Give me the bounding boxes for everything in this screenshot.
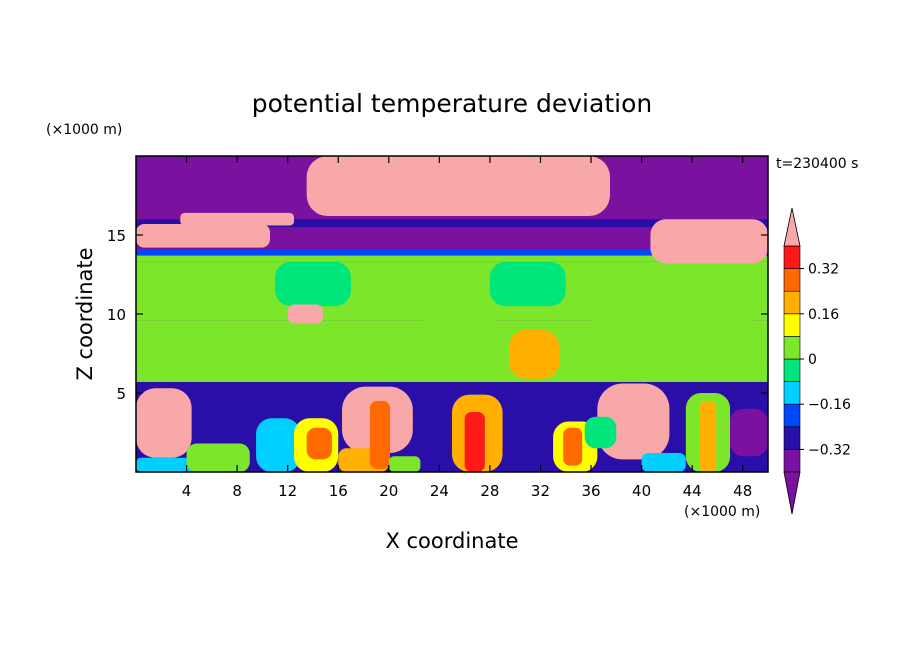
x-tick-label: 44 bbox=[683, 482, 702, 500]
field-region-11 bbox=[180, 212, 294, 226]
field-band-3 bbox=[136, 261, 768, 321]
field-region-30 bbox=[641, 453, 686, 472]
x-tick-label: 20 bbox=[379, 482, 398, 500]
y-axis-title: Z coordinate bbox=[73, 247, 97, 380]
colorbar-segment bbox=[783, 358, 801, 382]
field-region-8 bbox=[136, 223, 270, 248]
colorbar-segment bbox=[783, 403, 801, 428]
field-region-22 bbox=[388, 456, 421, 472]
colorbar-segment bbox=[783, 336, 801, 360]
colorbar-label: 0.16 bbox=[808, 307, 839, 323]
field-region-29 bbox=[699, 400, 717, 472]
colorbar-label: −0.32 bbox=[808, 442, 851, 458]
field-region-9 bbox=[650, 219, 768, 264]
colorbar-under-triangle bbox=[783, 471, 801, 515]
x-tick-label: 12 bbox=[278, 482, 297, 500]
x-axis: 4 8 12 16 20 24 28 32 36 40 44 48 bbox=[182, 156, 752, 500]
colorbar-segment bbox=[783, 381, 801, 405]
field-region-10 bbox=[306, 156, 610, 217]
x-tick-label: 48 bbox=[733, 482, 752, 500]
y-axis: 5 10 15 bbox=[107, 227, 768, 403]
colorbar-segment bbox=[783, 290, 801, 315]
field-region-17 bbox=[256, 418, 301, 472]
field-region-19 bbox=[306, 427, 332, 460]
colorbar-segment bbox=[783, 426, 801, 450]
x-tick-label: 4 bbox=[182, 482, 192, 500]
y-axis-unit: (×1000 m) bbox=[46, 122, 122, 138]
colorbar-segment bbox=[783, 449, 801, 473]
x-tick-label: 24 bbox=[430, 482, 449, 500]
x-tick-label: 40 bbox=[632, 482, 651, 500]
contour-field bbox=[136, 156, 768, 472]
field-band-7 bbox=[136, 219, 768, 228]
colorbar-label: 0.32 bbox=[808, 262, 839, 278]
field-region-26 bbox=[563, 427, 583, 466]
colorbar-segment bbox=[783, 313, 801, 337]
colorbar: 0.32 0.16 0 −0.16 −0.32 bbox=[783, 207, 851, 515]
y-tick-label: 5 bbox=[116, 385, 126, 403]
x-axis-unit: (×1000 m) bbox=[684, 504, 760, 520]
x-tick-label: 16 bbox=[329, 482, 348, 500]
x-tick-label: 28 bbox=[480, 482, 499, 500]
field-region-2 bbox=[407, 318, 509, 382]
field-region-6 bbox=[489, 261, 566, 307]
field-region-3 bbox=[508, 329, 560, 379]
field-region-31 bbox=[730, 408, 768, 457]
field-region-27 bbox=[584, 416, 617, 449]
time-label: t=230400 s bbox=[776, 156, 858, 172]
colorbar-segment bbox=[783, 268, 801, 292]
field-region-12 bbox=[136, 388, 192, 458]
field-region-7 bbox=[287, 304, 324, 324]
field-region-5 bbox=[275, 261, 351, 307]
x-axis-title: X coordinate bbox=[385, 529, 518, 553]
y-tick-label: 10 bbox=[107, 306, 126, 324]
field-region-24 bbox=[464, 411, 485, 472]
x-tick-label: 32 bbox=[531, 482, 550, 500]
y-tick-label: 15 bbox=[107, 227, 126, 245]
field-band-6 bbox=[136, 227, 768, 250]
field-region-16 bbox=[186, 443, 250, 472]
field-region-4 bbox=[578, 318, 768, 382]
colorbar-label: −0.16 bbox=[808, 397, 851, 413]
x-tick-label: 8 bbox=[232, 482, 242, 500]
chart-title: potential temperature deviation bbox=[252, 89, 652, 118]
field-band-1 bbox=[136, 381, 768, 387]
field-band-5 bbox=[136, 249, 768, 256]
x-tick-label: 36 bbox=[581, 482, 600, 500]
field-region-0 bbox=[136, 320, 244, 382]
field-band-4 bbox=[136, 255, 768, 262]
field-region-1 bbox=[294, 326, 358, 382]
colorbar-label: 0 bbox=[808, 352, 817, 368]
colorbar-segment bbox=[783, 245, 801, 269]
colorbar-over-triangle bbox=[783, 207, 801, 247]
field-region-21 bbox=[369, 400, 391, 469]
